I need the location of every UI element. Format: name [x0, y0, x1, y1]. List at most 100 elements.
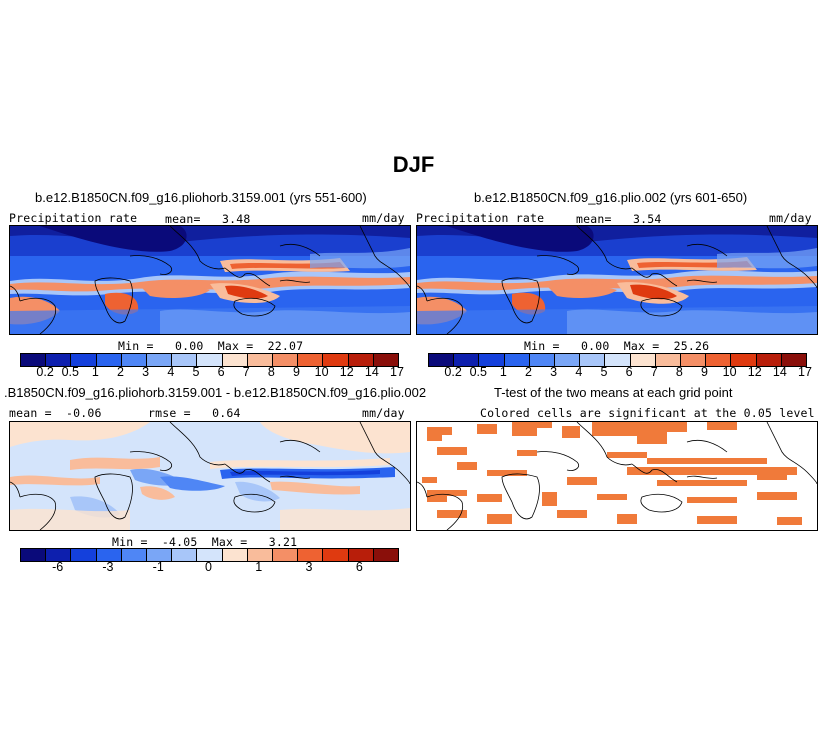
colorbar-tick-label: 3 [142, 365, 150, 379]
map-panel-bottom-left [9, 421, 411, 531]
colorbar-tick-label: 7 [242, 365, 250, 379]
colorbar-swatch [529, 354, 556, 366]
colorbar-swatch [429, 354, 455, 366]
colorbar-tick-label: 0 [205, 560, 212, 574]
panel-title-bottom-left: .B1850CN.f09_g16.pliohorb.3159.001 - b.e… [4, 385, 427, 400]
map-panel-bottom-right [416, 421, 818, 531]
colorbar-tick-label: 7 [650, 365, 658, 379]
colorbar-swatch [222, 549, 248, 561]
colorbar-tick-label: 6 [355, 560, 363, 574]
colorbar-top-left [20, 353, 399, 367]
bottom-left-mean-label: mean = -0.06 [9, 406, 102, 420]
colorbar-swatch [706, 354, 732, 366]
colorbar-swatch [21, 549, 47, 561]
top-right-units-label: mm/day [769, 211, 812, 225]
colorbar-tick-label: 8 [267, 365, 275, 379]
colorbar-swatch [479, 354, 505, 366]
colorbar-bottom-left [20, 548, 399, 562]
colorbar-swatch [147, 354, 173, 366]
colorbar-swatch [71, 354, 97, 366]
colorbar-tick-label: 1 [91, 365, 99, 379]
colorbar-tick-label: 6 [217, 365, 225, 379]
colorbar-swatch [454, 354, 480, 366]
colorbar-swatch [222, 354, 248, 366]
colorbar-swatch [46, 354, 72, 366]
colorbar-swatch [655, 354, 682, 366]
top-right-minmax-label: Min = 0.00 Max = 25.26 [524, 339, 710, 353]
colorbar-swatch [756, 354, 782, 366]
bottom-left-rmse-label: rmse = 0.64 [148, 406, 241, 420]
colorbar-swatch [21, 354, 47, 366]
bottom-right-subtitle: Colored cells are significant at the 0.0… [480, 406, 815, 420]
colorbar-tick-label: 6 [625, 365, 633, 379]
colorbar-swatch [96, 549, 122, 561]
map-panel-top-left [9, 225, 411, 335]
colorbar-ticks-top-right: 0.2 0.5 1 2 3 4 5 6 7 8 9 10 12 14 17 [428, 365, 812, 381]
colorbar-swatch [373, 549, 399, 561]
colorbar-tick-label: -6 [52, 560, 64, 574]
colorbar-swatch [348, 354, 374, 366]
colorbar-tick-label: 0.2 [444, 365, 462, 379]
top-right-variable-label: Precipitation rate [416, 211, 545, 225]
colorbar-swatch [323, 549, 349, 561]
colorbar-tick-label: 2 [117, 365, 124, 379]
colorbar-swatch [172, 549, 198, 561]
colorbar-tick-label: 4 [167, 365, 175, 379]
colorbar-tick-label: 10 [314, 365, 329, 379]
colorbar-swatch [197, 549, 223, 561]
panel-title-bottom-right: T-test of the two means at each grid poi… [494, 385, 733, 400]
map-panel-top-right [416, 225, 818, 335]
colorbar-tick-label: 9 [700, 365, 708, 379]
colorbar-swatch [630, 354, 656, 366]
difference-map [10, 422, 410, 530]
colorbar-swatch [681, 354, 707, 366]
colorbar-swatch [298, 354, 324, 366]
colorbar-tick-label: 14 [364, 365, 379, 379]
figure-title: DJF [392, 152, 435, 177]
colorbar-swatch [298, 549, 324, 561]
colorbar-swatch [781, 354, 807, 366]
colorbar-tick-label: 2 [525, 365, 532, 379]
colorbar-tick-label: 1 [499, 365, 507, 379]
panel-title-top-right: b.e12.B1850CN.f09_g16.plio.002 (yrs 601-… [474, 190, 748, 205]
colorbar-tick-label: 12 [747, 365, 762, 379]
colorbar-swatch [71, 549, 97, 561]
colorbar-swatch [121, 354, 148, 366]
colorbar-swatch [555, 354, 581, 366]
top-left-units-label: mm/day [362, 211, 405, 225]
colorbar-tick-label: 4 [575, 365, 583, 379]
colorbar-tick-label: 17 [390, 365, 404, 379]
top-left-minmax-label: Min = 0.00 Max = 22.07 [118, 339, 304, 353]
colorbar-swatch [605, 354, 631, 366]
colorbar-swatch [46, 549, 72, 561]
significance-map [417, 422, 817, 530]
colorbar-swatch [247, 354, 274, 366]
colorbar-tick-label: 0.5 [469, 365, 487, 379]
colorbar-swatch [121, 549, 148, 561]
colorbar-tick-label: 12 [339, 365, 354, 379]
bottom-left-units-label: mm/day [362, 406, 405, 420]
precip-map-top-left [10, 226, 410, 334]
colorbar-top-right [428, 353, 807, 367]
colorbar-swatch [373, 354, 399, 366]
top-left-mean-label: mean= 3.48 [165, 212, 251, 226]
colorbar-tick-label: 14 [772, 365, 787, 379]
colorbar-swatch [197, 354, 223, 366]
significant-cells [422, 422, 802, 525]
colorbar-swatch [147, 549, 173, 561]
precip-map-top-right [417, 226, 817, 334]
colorbar-swatch [247, 549, 274, 561]
colorbar-tick-label: 9 [292, 365, 300, 379]
colorbar-tick-label: 17 [798, 365, 812, 379]
colorbar-swatch [323, 354, 349, 366]
colorbar-tick-label: 3 [550, 365, 558, 379]
colorbar-tick-label: 0.2 [36, 365, 54, 379]
colorbar-tick-label: 10 [722, 365, 737, 379]
colorbar-swatch [731, 354, 757, 366]
colorbar-swatch [580, 354, 606, 366]
colorbar-swatch [504, 354, 530, 366]
colorbar-tick-label: -3 [102, 560, 114, 574]
colorbar-ticks-bottom-left: -6 -3 -1 0 1 3 6 [20, 560, 399, 576]
colorbar-swatch [96, 354, 122, 366]
colorbar-swatch [273, 549, 299, 561]
